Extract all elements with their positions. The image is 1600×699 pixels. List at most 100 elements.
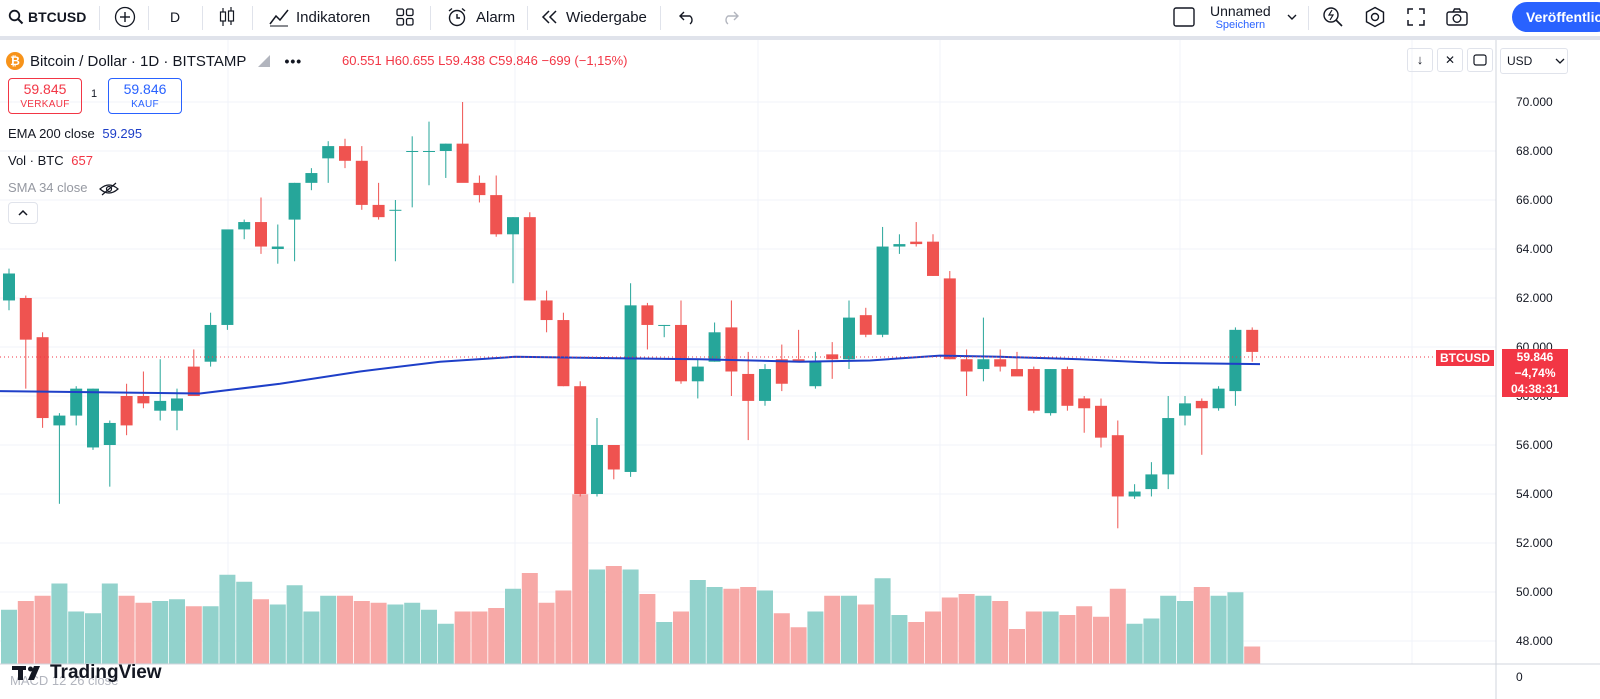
- indicators-button[interactable]: Indikatoren: [268, 0, 370, 34]
- camera-icon: [1446, 8, 1468, 26]
- volume-bar: [169, 599, 185, 664]
- volume-bar: [85, 613, 101, 664]
- price-axis-label: 48.000: [1516, 634, 1553, 648]
- candle-body: [137, 396, 150, 404]
- interval-button[interactable]: D: [170, 0, 180, 34]
- volume-bar: [118, 595, 135, 664]
- volume-bar: [975, 595, 992, 664]
- candle-body: [1011, 369, 1023, 377]
- redo-icon: [725, 11, 739, 25]
- volume-bar: [673, 611, 689, 664]
- candle: [1229, 327, 1242, 406]
- volume-bar: [488, 608, 505, 664]
- candle-body: [3, 273, 15, 301]
- candle-body: [1128, 491, 1141, 497]
- candle-body: [473, 182, 486, 196]
- layout-dropdown[interactable]: [1286, 0, 1298, 34]
- volume-bar: [807, 611, 824, 664]
- candle: [1246, 327, 1259, 362]
- candle-body: [288, 182, 301, 220]
- candle: [137, 371, 150, 409]
- redo-button[interactable]: [720, 0, 740, 34]
- candle-body: [792, 359, 805, 362]
- restore-pane-button[interactable]: [1467, 48, 1493, 72]
- volume-bar: [689, 580, 706, 664]
- square-icon: [1173, 7, 1195, 27]
- candle: [406, 136, 419, 208]
- candle: [557, 312, 570, 387]
- candle-body: [1095, 405, 1107, 438]
- volume-bar: [992, 601, 1009, 664]
- buy-button[interactable]: 59.846 KAUF: [108, 78, 182, 114]
- maximize-pane-button[interactable]: ✕: [1437, 48, 1463, 72]
- eye-hidden-icon[interactable]: [99, 182, 120, 196]
- fullscreen-button[interactable]: [1406, 0, 1426, 34]
- candle: [927, 234, 939, 276]
- candle-body: [70, 388, 83, 416]
- publish-button[interactable]: Veröffentlichen: [1512, 2, 1600, 32]
- candle-body: [859, 315, 872, 335]
- candle: [238, 219, 251, 240]
- candle: [591, 418, 603, 497]
- chart-type-button[interactable]: [217, 0, 237, 34]
- layout-save-button[interactable]: Unnamed Speichern: [1210, 0, 1271, 34]
- last-price-change: −4,74%: [1514, 366, 1556, 380]
- candle: [36, 332, 49, 428]
- undo-button[interactable]: [678, 0, 698, 34]
- candle-body: [322, 146, 335, 159]
- candle: [339, 138, 351, 169]
- alert-button[interactable]: Alarm: [446, 0, 515, 34]
- alert-label: Alarm: [476, 8, 516, 26]
- toolbar-divider: [660, 6, 661, 30]
- sell-button[interactable]: 59.845 VERKAUF: [8, 78, 82, 114]
- scroll-down-button[interactable]: ↓: [1407, 48, 1433, 72]
- toolbar-divider: [148, 6, 149, 30]
- snapshot-button[interactable]: [1445, 0, 1469, 34]
- symbol-title[interactable]: Bitcoin / Dollar · 1D · BITSTAMP: [30, 52, 247, 70]
- volume-bar: [505, 588, 521, 664]
- layout-toggle[interactable]: [1172, 0, 1196, 34]
- replay-button[interactable]: Wiedergabe: [540, 0, 647, 34]
- volume-bar: [421, 609, 437, 664]
- replay-label: Wiedergabe: [566, 8, 647, 26]
- candle: [305, 168, 318, 191]
- sell-price: 59.845: [23, 81, 67, 97]
- collapse-legend-button[interactable]: [8, 202, 38, 224]
- legend-header: ₿ Bitcoin / Dollar · 1D · BITSTAMP •••: [6, 50, 302, 72]
- indicator-volume[interactable]: Vol · BTC 657: [8, 153, 93, 168]
- candle: [19, 295, 32, 389]
- tradingview-wordmark: TradingView: [50, 662, 162, 683]
- volume-bar: [253, 599, 269, 664]
- candle: [3, 268, 15, 311]
- candle-body: [87, 388, 99, 448]
- candle-body: [339, 146, 351, 161]
- candle: [759, 364, 771, 406]
- toolbar-divider: [430, 6, 431, 30]
- indicator-ema[interactable]: EMA 200 close 59.295: [8, 126, 142, 141]
- more-options-icon[interactable]: •••: [284, 53, 303, 69]
- indicators-icon: [269, 9, 289, 27]
- volume-bar: [387, 604, 404, 664]
- settings-button[interactable]: [1364, 0, 1386, 34]
- candle-body: [574, 386, 587, 494]
- volume-bar: [740, 587, 757, 664]
- market-closed-icon: [258, 55, 271, 67]
- compare-button[interactable]: [114, 0, 136, 34]
- sell-label: VERKAUF: [20, 99, 70, 110]
- volume-bar: [353, 601, 370, 664]
- candle-body: [204, 324, 217, 362]
- candle: [1061, 366, 1074, 411]
- candle: [473, 175, 486, 203]
- candle-body: [1078, 398, 1091, 409]
- quick-search-button[interactable]: [1322, 0, 1344, 34]
- currency-select[interactable]: USD: [1500, 48, 1568, 74]
- candle-body: [994, 359, 1007, 367]
- volume-bar: [17, 601, 34, 664]
- price-chart[interactable]: 70.00068.00066.00064.00062.00060.00058.0…: [0, 40, 1600, 699]
- volume-bar: [639, 594, 656, 664]
- symbol-search-button[interactable]: BTCUSD: [8, 0, 86, 34]
- chevron-up-icon: [18, 209, 28, 216]
- indicator-sma[interactable]: SMA 34 close: [8, 180, 120, 196]
- volume-bar: [958, 594, 975, 664]
- templates-button[interactable]: [395, 0, 415, 34]
